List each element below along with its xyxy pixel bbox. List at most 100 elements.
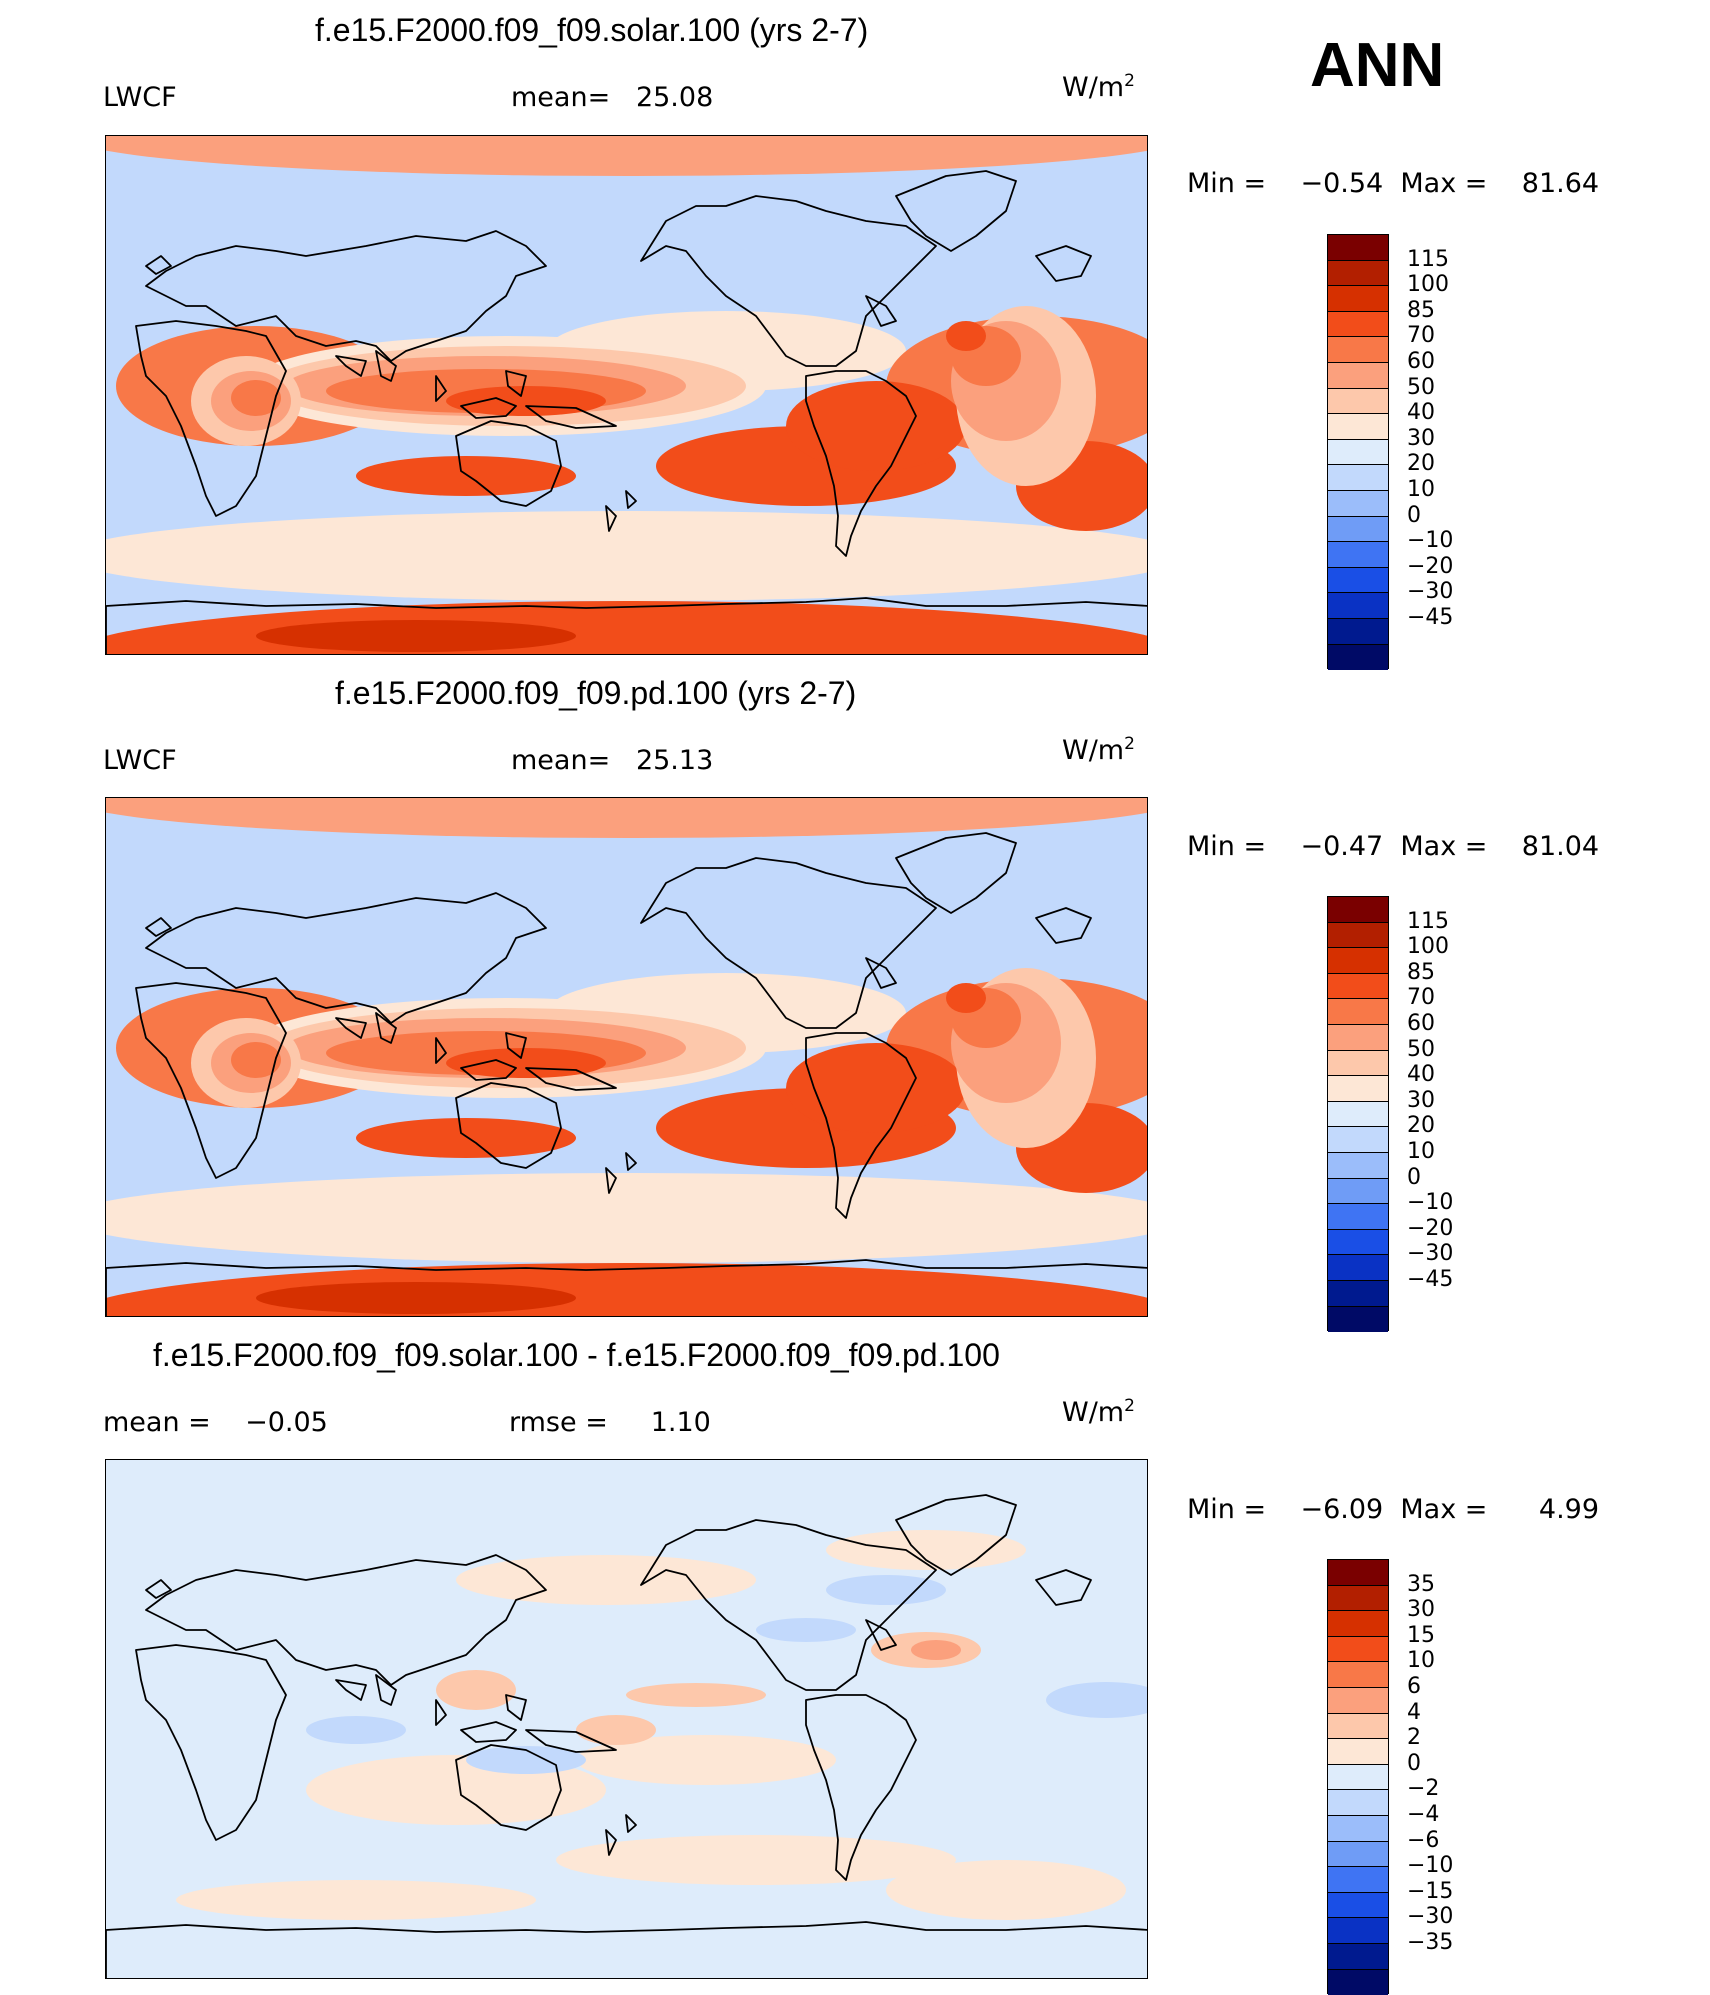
colorbar-tick-label: 30 [1407, 1088, 1435, 1113]
colorbar-box [1328, 1051, 1388, 1077]
colorbar-box [1328, 312, 1388, 338]
colorbar-box [1328, 286, 1388, 312]
colorbar-tick-label: 4 [1407, 1700, 1421, 1725]
panel-3-rmse-value: 1.10 [651, 1407, 711, 1438]
panel-3-max-value: 4.99 [1539, 1494, 1599, 1525]
colorbar-box [1328, 1255, 1388, 1281]
panel-3-units-exp: 2 [1124, 1396, 1135, 1416]
colorbar-box [1328, 389, 1388, 415]
colorbar-box [1328, 1944, 1388, 1970]
panel-2-max-label: Max = [1400, 831, 1487, 862]
panel-1-min-value: −0.54 [1300, 168, 1383, 199]
panel-1-mean: mean= 25.08 [511, 82, 713, 113]
contour-region [176, 1880, 536, 1920]
season-label: ANN [1310, 30, 1444, 101]
panel-3-mean-label: mean = [103, 1407, 211, 1438]
colorbar-box [1328, 1688, 1388, 1714]
panel-1-units: W/m2 [1062, 72, 1135, 103]
panel-3-units-base: W/m [1062, 1397, 1124, 1428]
colorbar-tick-label: 20 [1407, 1113, 1435, 1138]
panel-2-mean: mean= 25.13 [511, 745, 713, 776]
contour-region [756, 1618, 856, 1642]
contour-region [231, 380, 281, 416]
colorbar-tick-label: −45 [1407, 1267, 1453, 1292]
contour-region [886, 1860, 1126, 1920]
colorbar-boxes [1327, 1559, 1389, 1994]
colorbar-tick-label: 15 [1407, 1623, 1435, 1648]
colorbar-box [1328, 1739, 1388, 1765]
colorbar-tick-label: 10 [1407, 1139, 1435, 1164]
panel-2-map [105, 797, 1148, 1317]
panel-2-mean-label: mean= [511, 745, 610, 776]
colorbar-tick-label: −10 [1407, 1190, 1453, 1215]
contour-region [186, 1580, 426, 1640]
colorbar-boxes [1327, 234, 1389, 669]
colorbar-tick-label: 40 [1407, 400, 1435, 425]
colorbar-tick-label: 70 [1407, 985, 1435, 1010]
panel-3-max-label: Max = [1400, 1494, 1487, 1525]
contour-region [911, 1640, 961, 1660]
contour-region [436, 1670, 516, 1710]
colorbar-box [1328, 1790, 1388, 1816]
colorbar-box [1328, 235, 1388, 261]
colorbar-box [1328, 337, 1388, 363]
colorbar-tick-label: 50 [1407, 1037, 1435, 1062]
colorbar-box [1328, 568, 1388, 594]
colorbar-box [1328, 1560, 1388, 1586]
panel-3-rmse: rmse = 1.10 [509, 1407, 711, 1438]
colorbar-box [1328, 491, 1388, 517]
panel-2-title: f.e15.F2000.f09_f09.pd.100 (yrs 2-7) [335, 675, 856, 712]
panel-1-units-base: W/m [1062, 72, 1124, 103]
colorbar-tick-label: 100 [1407, 934, 1449, 959]
colorbar-box [1328, 1281, 1388, 1307]
panel-1-variable: LWCF [103, 82, 177, 113]
colorbar-tick-label: −30 [1407, 579, 1453, 604]
colorbar-box [1328, 1204, 1388, 1230]
colorbar-box [1328, 1714, 1388, 1740]
colorbar-tick-label: −35 [1407, 1930, 1453, 1955]
colorbar-tick-label: 2 [1407, 1725, 1421, 1750]
colorbar-tick-label: −10 [1407, 1853, 1453, 1878]
colorbar-box [1328, 645, 1388, 671]
colorbar-box [1328, 1179, 1388, 1205]
panel-2-units-exp: 2 [1124, 734, 1135, 754]
contour-region [946, 321, 986, 351]
colorbar-tick-label: 20 [1407, 451, 1435, 476]
panel-1-mean-label: mean= [511, 82, 610, 113]
colorbar-box [1328, 1076, 1388, 1102]
colorbar-box [1328, 1893, 1388, 1919]
colorbar-box [1328, 1153, 1388, 1179]
colorbar-box [1328, 897, 1388, 923]
colorbar-box [1328, 999, 1388, 1025]
panel-1-minmax: Min = −0.54 Max = 81.64 [1187, 168, 1599, 199]
colorbar-box [1328, 440, 1388, 466]
panel-1-min-label: Min = [1187, 168, 1266, 199]
colorbar-box [1328, 1637, 1388, 1663]
colorbar-box [1328, 414, 1388, 440]
panel-3-min-value: −6.09 [1300, 1494, 1383, 1525]
colorbar-box [1328, 542, 1388, 568]
contour-region [356, 1118, 576, 1158]
colorbar-tick-label: 85 [1407, 298, 1435, 323]
colorbar-box [1328, 261, 1388, 287]
colorbar-box [1328, 1867, 1388, 1893]
colorbar-tick-label: 35 [1407, 1572, 1435, 1597]
panel-2-units: W/m2 [1062, 735, 1135, 766]
colorbar-box [1328, 1025, 1388, 1051]
colorbar-box [1328, 1611, 1388, 1637]
contour-region [106, 1173, 1148, 1263]
colorbar-box [1328, 1662, 1388, 1688]
panel-2-min-value: −0.47 [1300, 831, 1383, 862]
contour-region [576, 1715, 656, 1745]
panel-1-map [105, 135, 1148, 655]
colorbar-box [1328, 1765, 1388, 1791]
contour-region [306, 1716, 406, 1744]
map-field [106, 798, 1148, 1317]
map-field [106, 136, 1148, 655]
colorbar-tick-label: 70 [1407, 323, 1435, 348]
panel-3-mean: mean = −0.05 [103, 1407, 328, 1438]
contour-region [626, 1683, 766, 1707]
panel-1-units-exp: 2 [1124, 71, 1135, 91]
panel-2-max-value: 81.04 [1522, 831, 1599, 862]
colorbar-box [1328, 1102, 1388, 1128]
